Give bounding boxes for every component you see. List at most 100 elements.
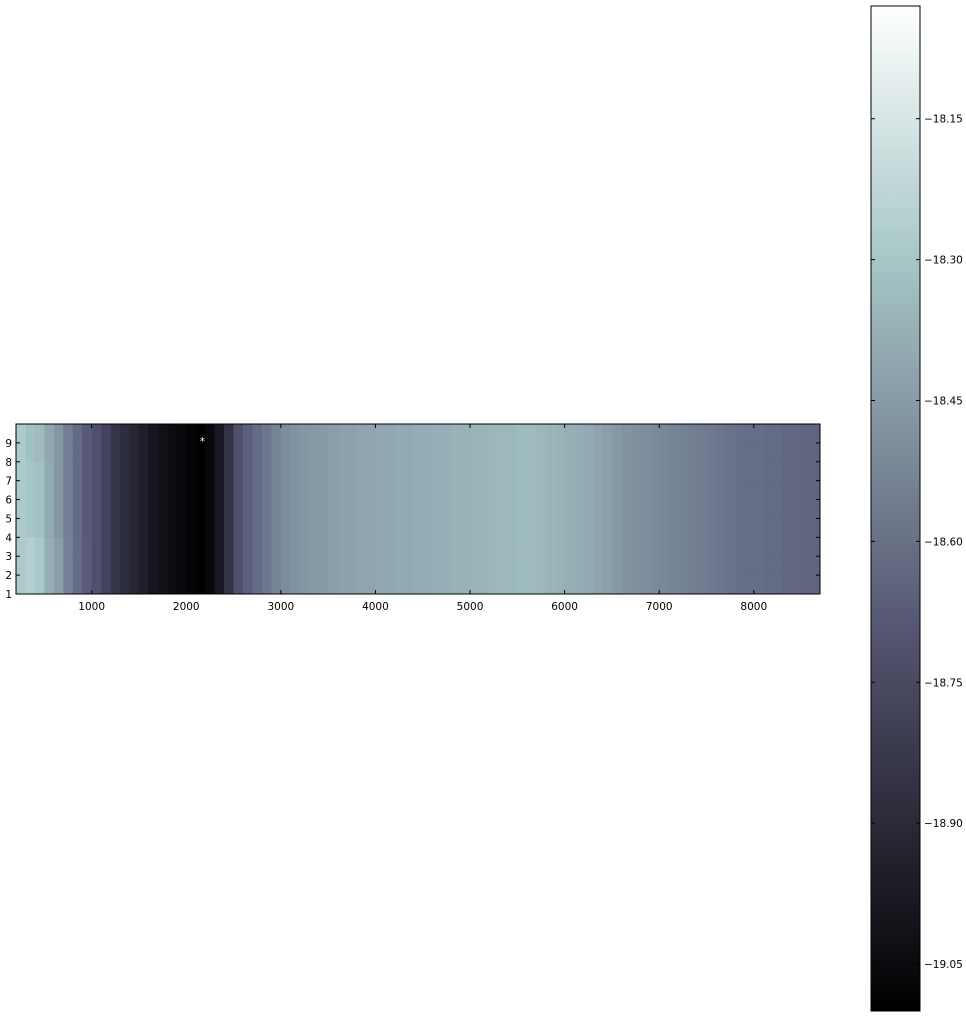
heatmap-cell: [536, 424, 547, 444]
heatmap-cell: [659, 480, 670, 500]
heatmap-cell: [214, 461, 225, 482]
heatmap-cell: [309, 480, 320, 500]
heatmap-cell: [299, 499, 310, 519]
heatmap-cell: [545, 518, 556, 538]
heatmap-cell: [630, 424, 641, 444]
heatmap-cell: [697, 575, 707, 595]
heatmap-cell: [422, 480, 433, 500]
heatmap-cell: [280, 424, 291, 444]
heatmap-cell: [564, 518, 575, 538]
heatmap-cell: [763, 442, 774, 463]
heatmap-cell: [375, 499, 386, 519]
heatmap-cell: [63, 518, 74, 538]
heatmap-cell: [195, 537, 206, 557]
heatmap-cell: [621, 499, 632, 519]
heatmap-cell: [176, 537, 187, 557]
heatmap-cell: [555, 575, 566, 595]
heatmap-cell: [753, 556, 764, 576]
heatmap-cell: [753, 537, 764, 557]
heatmap-cell: [574, 575, 584, 595]
heatmap-cell: [261, 575, 272, 595]
heatmap-cell: [801, 442, 811, 463]
heatmap-cell: [772, 575, 783, 595]
heatmap-cell: [176, 461, 187, 482]
heatmap-cell: [309, 499, 320, 519]
heatmap-cell: [810, 537, 821, 557]
heatmap-cell: [318, 575, 329, 595]
heatmap-cell: [309, 461, 320, 482]
heatmap-cell: [498, 461, 509, 482]
heatmap-cell: [470, 575, 480, 595]
heatmap-cell: [498, 499, 509, 519]
heatmap-cell: [725, 461, 736, 482]
heatmap-cell: [318, 461, 329, 482]
heatmap-cell: [384, 575, 395, 595]
heatmap-cell: [734, 480, 745, 500]
heatmap-cell: [34, 575, 45, 595]
heatmap-cell: [422, 575, 433, 595]
heatmap-cell: [375, 575, 386, 595]
heatmap-cell: [384, 424, 395, 444]
heatmap-cell: [782, 480, 793, 500]
heatmap-cell: [375, 424, 386, 444]
heatmap-cell: [120, 556, 130, 576]
heatmap-cell: [687, 461, 698, 482]
heatmap-cell: [44, 499, 55, 519]
heatmap-cell: [413, 461, 424, 482]
heatmap-cell: [261, 556, 272, 576]
heatmap-cell: [432, 461, 443, 482]
heatmap-cell: [649, 575, 660, 595]
heatmap-cell: [167, 556, 178, 576]
heatmap-cell: [801, 480, 811, 500]
heatmap-cell: [621, 556, 632, 576]
heatmap-cell: [592, 518, 603, 538]
heatmap-cell: [205, 461, 216, 482]
heatmap-cell: [451, 537, 461, 557]
heatmap-cell: [536, 518, 547, 538]
heatmap-cell: [734, 556, 745, 576]
heatmap-cell: [649, 461, 660, 482]
heatmap-cell: [167, 499, 178, 519]
heatmap-cell: [53, 461, 64, 482]
heatmap-cell: [555, 499, 566, 519]
heatmap-cell: [715, 518, 726, 538]
heatmap-cell: [280, 518, 291, 538]
heatmap-cell: [138, 575, 149, 595]
heatmap-cell: [668, 518, 679, 538]
heatmap-cell: [271, 424, 282, 444]
heatmap-cell: [224, 461, 234, 482]
heatmap-cell: [394, 537, 405, 557]
heatmap-cell: [280, 537, 291, 557]
heatmap-cell: [592, 442, 603, 463]
heatmap-cell: [621, 518, 632, 538]
heatmap-cell: [91, 575, 102, 595]
y-tick-label: 9: [5, 438, 12, 450]
heatmap-cell: [101, 424, 111, 444]
x-tick-label: 2000: [173, 601, 200, 613]
heatmap-cell: [602, 575, 613, 595]
heatmap-cell: [224, 575, 234, 595]
heatmap-cell: [72, 442, 83, 463]
heatmap-cell: [545, 499, 556, 519]
heatmap-cell: [583, 461, 594, 482]
heatmap-cell: [120, 442, 130, 463]
heatmap-cell: [205, 575, 216, 595]
heatmap-cell: [734, 575, 745, 595]
heatmap-cell: [432, 442, 443, 463]
heatmap-cell: [214, 537, 225, 557]
heatmap-cell: [356, 461, 367, 482]
heatmap-cell: [261, 480, 272, 500]
heatmap-cell: [129, 518, 140, 538]
heatmap-cell: [110, 442, 121, 463]
heatmap-cell: [574, 537, 584, 557]
heatmap-cell: [611, 537, 622, 557]
heatmap-cell: [659, 518, 670, 538]
heatmap-cell: [252, 518, 263, 538]
heatmap-cell: [630, 499, 641, 519]
heatmap-cell: [243, 424, 253, 444]
heatmap-cell: [214, 556, 225, 576]
heatmap-cell: [564, 499, 575, 519]
heatmap-cell: [772, 499, 783, 519]
heatmap-cell: [243, 461, 253, 482]
heatmap-cell: [34, 518, 45, 538]
